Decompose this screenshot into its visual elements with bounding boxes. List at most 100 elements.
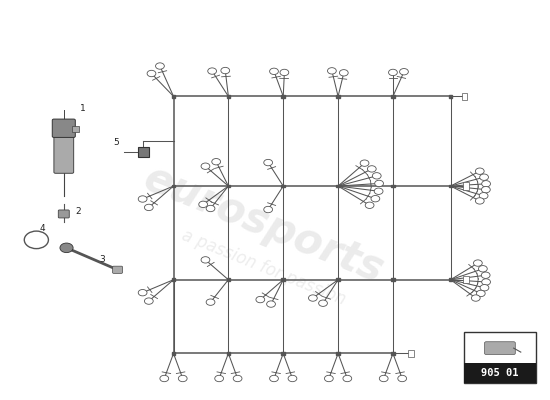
Circle shape (256, 296, 265, 303)
Circle shape (145, 204, 153, 211)
Circle shape (343, 375, 351, 382)
Bar (391, 278, 395, 281)
Circle shape (267, 301, 276, 307)
Circle shape (360, 160, 369, 166)
Circle shape (475, 198, 484, 204)
Circle shape (480, 284, 489, 291)
Bar (282, 278, 285, 281)
Circle shape (372, 173, 381, 179)
Bar (172, 95, 175, 98)
Bar (138, 147, 149, 157)
FancyBboxPatch shape (58, 210, 69, 218)
Circle shape (476, 290, 485, 297)
Text: 4: 4 (39, 224, 45, 233)
Circle shape (474, 260, 482, 266)
Circle shape (471, 295, 480, 301)
Circle shape (138, 290, 147, 296)
Circle shape (156, 63, 164, 69)
Circle shape (288, 375, 297, 382)
Circle shape (318, 300, 327, 306)
Circle shape (481, 186, 490, 193)
Bar (336, 278, 340, 281)
Circle shape (233, 375, 242, 382)
Bar (227, 352, 230, 355)
Bar (172, 352, 175, 355)
Bar (282, 95, 285, 98)
Circle shape (270, 68, 278, 74)
FancyBboxPatch shape (52, 119, 75, 138)
Circle shape (214, 375, 223, 382)
Circle shape (264, 159, 273, 166)
Circle shape (160, 375, 169, 382)
Circle shape (367, 166, 376, 172)
Bar (449, 95, 452, 98)
Bar (282, 352, 285, 355)
FancyBboxPatch shape (54, 135, 74, 173)
Circle shape (206, 205, 215, 212)
FancyBboxPatch shape (485, 342, 515, 354)
Circle shape (270, 375, 278, 382)
Circle shape (327, 68, 336, 74)
Circle shape (480, 174, 488, 180)
Polygon shape (408, 350, 414, 357)
Bar (227, 185, 230, 187)
Circle shape (201, 257, 210, 263)
Circle shape (145, 298, 153, 304)
Bar (336, 95, 340, 98)
Circle shape (371, 196, 379, 202)
Circle shape (388, 69, 397, 76)
Text: 905 01: 905 01 (481, 368, 519, 378)
Circle shape (379, 375, 388, 382)
Circle shape (178, 375, 187, 382)
Text: 2: 2 (76, 208, 81, 216)
Circle shape (400, 68, 408, 75)
FancyBboxPatch shape (113, 266, 123, 273)
Circle shape (324, 375, 333, 382)
Text: 3: 3 (100, 255, 105, 264)
Text: 5: 5 (113, 138, 119, 147)
Circle shape (482, 181, 491, 187)
Circle shape (206, 299, 215, 305)
Circle shape (280, 69, 289, 76)
Bar (464, 363, 536, 383)
Circle shape (264, 206, 273, 213)
Circle shape (60, 243, 73, 253)
Circle shape (374, 188, 383, 194)
Bar (282, 185, 285, 187)
Circle shape (221, 67, 230, 74)
Circle shape (482, 279, 491, 285)
Bar (449, 185, 452, 187)
Circle shape (398, 375, 406, 382)
Circle shape (375, 180, 383, 187)
Bar (172, 278, 175, 281)
Text: eurosports: eurosports (138, 157, 390, 291)
Circle shape (147, 70, 156, 77)
Text: 1: 1 (80, 104, 86, 113)
Bar (227, 278, 230, 281)
Circle shape (212, 158, 221, 165)
Circle shape (339, 70, 348, 76)
Circle shape (208, 68, 217, 74)
Text: a passion for passion: a passion for passion (179, 226, 349, 309)
Circle shape (199, 201, 207, 208)
Bar (72, 126, 79, 132)
Polygon shape (461, 93, 467, 100)
Bar (464, 332, 536, 383)
Circle shape (479, 192, 488, 199)
Polygon shape (463, 276, 469, 283)
Circle shape (475, 168, 484, 174)
Bar (172, 185, 175, 187)
Circle shape (309, 295, 317, 301)
Polygon shape (463, 182, 469, 190)
Bar (336, 352, 340, 355)
Bar (391, 95, 395, 98)
Circle shape (138, 196, 147, 202)
Bar (227, 95, 230, 98)
Bar (336, 185, 340, 187)
Circle shape (365, 202, 374, 208)
Circle shape (201, 163, 210, 169)
Bar (449, 278, 452, 281)
Bar (391, 352, 395, 355)
Circle shape (481, 272, 490, 278)
Bar (391, 185, 395, 187)
